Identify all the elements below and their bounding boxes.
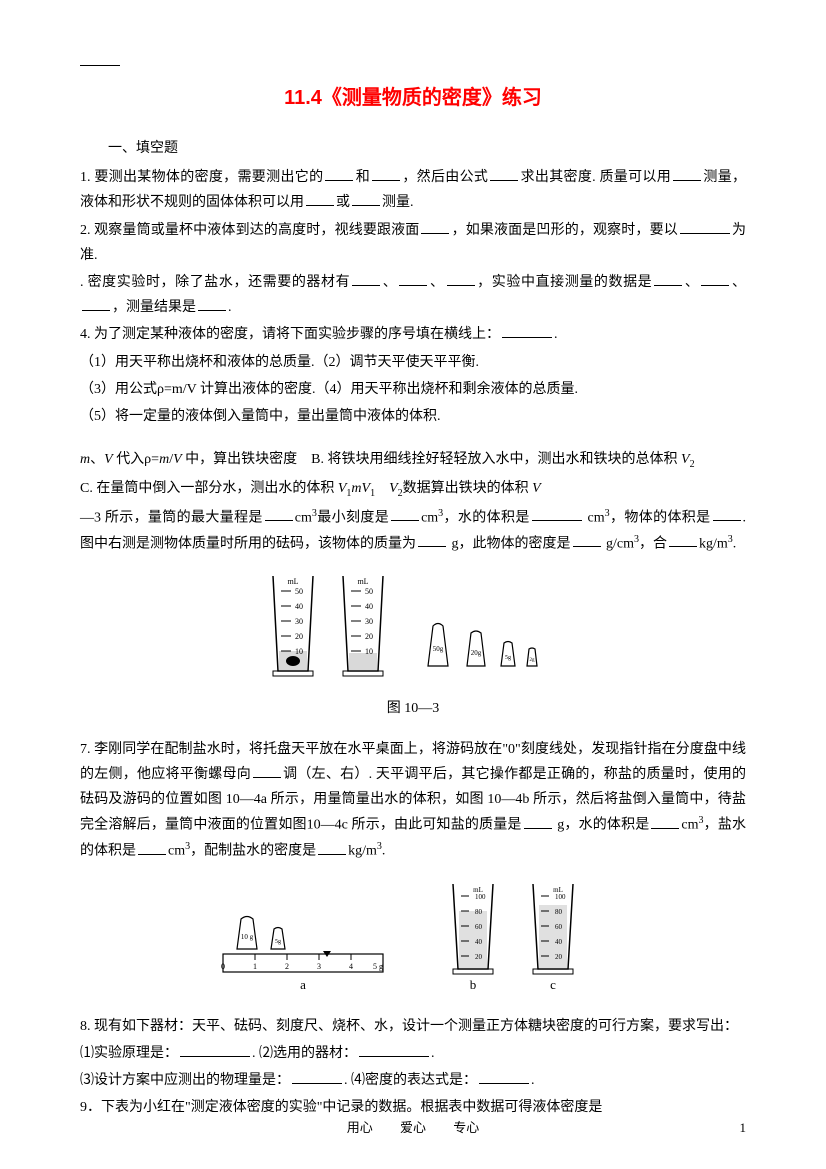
svg-text:100: 100 bbox=[475, 893, 486, 901]
question-8-sub1: ⑴实验原理是：. ⑵选用的器材：. bbox=[80, 1041, 746, 1066]
svg-text:c: c bbox=[550, 977, 556, 992]
document-title: 11.4《测量物质的密度》练习 bbox=[80, 80, 746, 116]
question-7: 7. 李刚同学在配制盐水时，将托盘天平放在水平桌面上，将游码放在"0"刻度线处，… bbox=[80, 737, 746, 864]
svg-text:20g: 20g bbox=[471, 649, 482, 657]
q4-step3: （3）用公式ρ=m/V 计算出液体的密度.（4）用天平称出烧杯和剩余液体的总质量… bbox=[80, 377, 746, 402]
figure-10-3: mL 50 40 30 20 10 mL 50 40 30 20 10 50g bbox=[80, 571, 746, 721]
svg-text:2g: 2g bbox=[530, 658, 536, 663]
svg-text:50g: 50g bbox=[433, 645, 444, 653]
question-4: 4. 为了测定某种液体的密度，请将下面实验步骤的序号填在横线上：. bbox=[80, 322, 746, 347]
svg-text:5g: 5g bbox=[505, 655, 511, 661]
section-header: 一、填空题 bbox=[80, 136, 746, 161]
question-3: . 密度实验时，除了盐水，还需要的器材有、、，实验中直接测量的数据是、、，测量结… bbox=[80, 270, 746, 320]
svg-text:50: 50 bbox=[365, 587, 373, 596]
q4-step5: （5）将一定量的液体倒入量筒中，量出量筒中液体的体积. bbox=[80, 404, 746, 429]
question-8: 8. 现有如下器材：天平、砝码、刻度尺、烧杯、水，设计一个测量正方体糖块密度的可… bbox=[80, 1014, 746, 1039]
page-number: 1 bbox=[740, 1116, 747, 1139]
svg-text:50: 50 bbox=[295, 587, 303, 596]
q4-step1: （1）用天平称出烧杯和液体的总质量.（2）调节天平使天平平衡. bbox=[80, 350, 746, 375]
svg-text:40: 40 bbox=[365, 602, 373, 611]
svg-text:5g: 5g bbox=[275, 939, 281, 945]
svg-text:2: 2 bbox=[285, 962, 289, 971]
question-1: 1. 要测出某物体的密度，需要测出它的和，然后由公式求出其密度. 质量可以用测量… bbox=[80, 165, 746, 215]
svg-text:40: 40 bbox=[295, 602, 303, 611]
svg-text:3: 3 bbox=[317, 962, 321, 971]
svg-text:a: a bbox=[300, 977, 306, 992]
svg-text:20: 20 bbox=[365, 632, 373, 641]
svg-text:30: 30 bbox=[295, 617, 303, 626]
figure-10-4: 10 g 5g 0 1 2 3 4 5 g a mL 100 bbox=[80, 879, 746, 999]
svg-text:1: 1 bbox=[253, 962, 257, 971]
question-6: —3 所示，量筒的最大量程是cm3最小刻度是cm3，水的体积是 cm3，物体的体… bbox=[80, 505, 746, 557]
svg-text:b: b bbox=[470, 977, 477, 992]
footer: 用心 爱心 专心 bbox=[0, 1116, 826, 1139]
question-5-line2: C. 在量筒中倒入一部分水，测出水的体积 V1mV1 V2数据算出铁块的体积 V bbox=[80, 476, 746, 503]
svg-text:mL: mL bbox=[357, 577, 368, 586]
svg-text:mL: mL bbox=[287, 577, 298, 586]
svg-text:5 g: 5 g bbox=[373, 962, 383, 971]
svg-text:10 g: 10 g bbox=[241, 933, 254, 941]
svg-text:4: 4 bbox=[349, 962, 353, 971]
figure-caption-1: 图 10—3 bbox=[80, 696, 746, 721]
svg-text:0: 0 bbox=[221, 962, 225, 971]
svg-text:100: 100 bbox=[555, 893, 566, 901]
question-8-sub3: ⑶设计方案中应测出的物理量是：. ⑷密度的表达式是：. bbox=[80, 1068, 746, 1093]
svg-text:30: 30 bbox=[365, 617, 373, 626]
question-5-line1: m、V 代入ρ=m/V 中，算出铁块密度 B. 将铁块用细线拴好轻轻放入水中，测… bbox=[80, 447, 746, 474]
svg-text:20: 20 bbox=[295, 632, 303, 641]
question-2: 2. 观察量筒或量杯中液体到达的高度时，视线要跟液面，如果液面是凹形的，观察时，… bbox=[80, 218, 746, 268]
